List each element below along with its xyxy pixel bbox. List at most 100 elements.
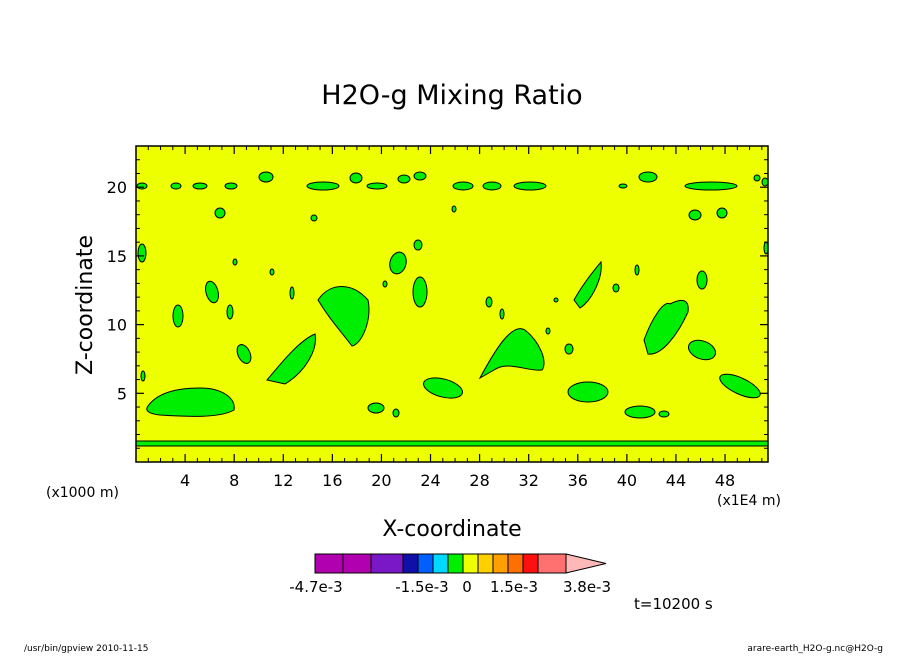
contour-region: [349, 172, 363, 184]
contour-region: [232, 258, 238, 266]
x-tick-label: 4: [180, 471, 190, 490]
contour-region: [136, 182, 148, 190]
contour-region: [482, 181, 502, 191]
contour-region: [192, 182, 208, 190]
x-tick-label: 8: [229, 471, 239, 490]
contour-region: [612, 283, 620, 293]
x-tick-label: 48: [715, 471, 735, 490]
contour-region: [478, 328, 545, 380]
colorbar-cell: [417, 553, 434, 574]
contour-region: [306, 181, 340, 191]
contour-region: [634, 264, 640, 276]
x-tick-label: 20: [371, 471, 391, 490]
contour-region: [317, 286, 370, 347]
x-units-left: (x1000 m): [46, 485, 119, 501]
contour-region: [236, 344, 252, 364]
x-tick-label: 32: [519, 471, 539, 490]
contour-region: [412, 276, 428, 308]
contour-region: [658, 410, 670, 418]
contour-region: [485, 296, 493, 308]
contour-region: [269, 268, 275, 276]
colorbar-labels: -4.7e-3 -1.5e-3 0 1.5e-3 3.8e-3: [289, 578, 611, 596]
colorbar-label: 0: [462, 578, 472, 596]
x-tick-label: 12: [273, 471, 293, 490]
colorbar-label: -1.5e-3: [395, 578, 448, 596]
contour-region: [684, 181, 738, 191]
contour-region: [389, 251, 407, 275]
time-label: t=10200 s: [634, 595, 713, 613]
contour-region: [753, 174, 761, 182]
colorbar-cell: [402, 553, 419, 574]
contour-region: [366, 182, 388, 190]
field-background: [136, 146, 768, 462]
contour-region: [452, 181, 474, 191]
contour-region: [553, 297, 559, 303]
x-units-right: (x1E4 m): [717, 493, 781, 509]
contour-region: [382, 280, 388, 288]
colorbar-cell: [462, 553, 479, 574]
x-axis-label: X-coordinate: [382, 517, 521, 542]
contour-region: [545, 327, 551, 335]
contour-region: [761, 177, 769, 187]
contour-region: [397, 174, 411, 184]
contour-region: [146, 387, 235, 417]
colorbar: [314, 553, 607, 574]
contour-region: [392, 408, 400, 418]
contour-region: [423, 377, 463, 399]
contour-region: [643, 300, 689, 355]
x-tick-label: 40: [617, 471, 637, 490]
colorbar-cell: [522, 553, 539, 574]
contour-region: [367, 402, 385, 414]
contour-region: [696, 270, 708, 290]
contour-region: [258, 171, 274, 183]
plot-area: [136, 146, 768, 462]
contour-region: [140, 370, 146, 382]
y-tick-label: 5: [117, 384, 127, 403]
contour-region: [310, 214, 318, 222]
x-tick-label: 28: [469, 471, 489, 490]
colorbar-label: 3.8e-3: [563, 578, 611, 596]
x-tick-label: 24: [420, 471, 440, 490]
contour-region: [214, 207, 226, 219]
contour-region: [205, 280, 219, 304]
contour-region: [224, 182, 238, 190]
contour-region: [564, 343, 574, 355]
contour-region: [170, 182, 182, 190]
colorbar-cell: [432, 553, 449, 574]
contour-region: [638, 171, 658, 183]
plot-border: [135, 145, 769, 463]
contour-region: [226, 304, 234, 320]
contour-region: [289, 286, 295, 300]
contour-region: [567, 381, 609, 403]
colorbar-cell: [447, 553, 464, 574]
contour-region: [137, 243, 147, 263]
x-axis: 4 8 12 16 20 24 28 32 36 40 44 48: [147, 146, 763, 490]
y-tick-label: 10: [107, 316, 127, 335]
colorbar-cell: [537, 553, 567, 574]
x-tick-label: 36: [568, 471, 588, 490]
colorbar-cell: [492, 553, 509, 574]
colorbar-cell: [507, 553, 524, 574]
colorbar-cell: [342, 553, 372, 574]
x-tick-label: 16: [322, 471, 342, 490]
contour-region: [451, 205, 457, 213]
contour-band: [135, 440, 769, 447]
colorbar-cell: [370, 553, 404, 574]
contour-region: [716, 207, 728, 219]
colorbar-arrow: [565, 553, 607, 574]
x-tick-label: 44: [666, 471, 686, 490]
contour-region: [687, 339, 717, 361]
contour-regions: [135, 171, 769, 447]
contour-region: [688, 209, 702, 221]
colorbar-label: 1.5e-3: [490, 578, 538, 596]
colorbar-cell: [314, 553, 344, 574]
contour-region: [413, 239, 423, 251]
plot-frame: [135, 145, 769, 463]
chart-title: H2O-g Mixing Ratio: [321, 80, 582, 111]
contour-region: [719, 373, 761, 399]
contour-region: [266, 333, 316, 385]
contour-region: [499, 308, 505, 320]
contour-region: [172, 304, 184, 328]
y-axis: 5 10 15 20: [107, 159, 768, 449]
